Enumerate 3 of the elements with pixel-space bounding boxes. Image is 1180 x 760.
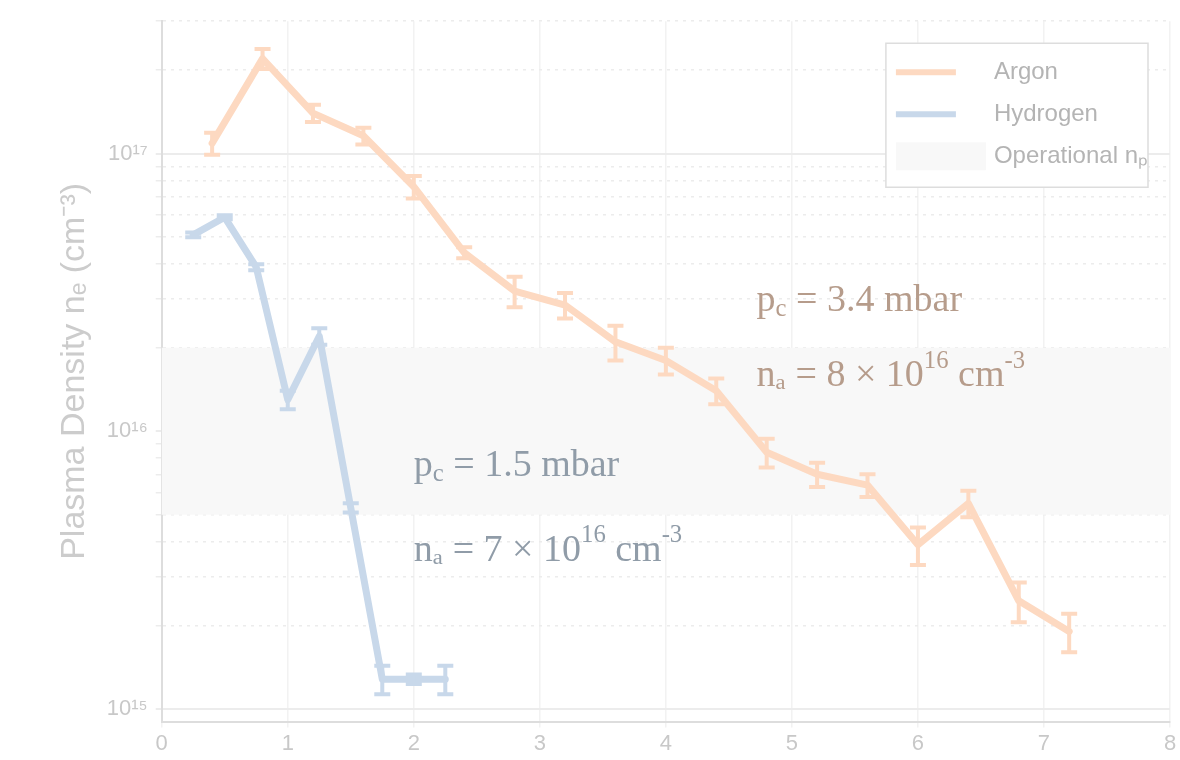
legend-label: Argon <box>993 56 1058 84</box>
legend-label: Operational nₚ <box>993 140 1148 169</box>
legend-label: Hydrogen <box>993 98 1098 126</box>
